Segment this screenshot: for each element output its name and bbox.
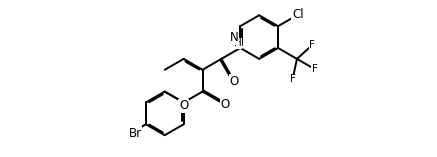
- Text: F: F: [290, 74, 295, 84]
- Text: Cl: Cl: [292, 8, 304, 21]
- Text: O: O: [179, 99, 188, 112]
- Text: O: O: [229, 75, 239, 88]
- Text: H: H: [234, 38, 241, 48]
- Text: N: N: [230, 31, 239, 44]
- Text: O: O: [220, 98, 229, 111]
- Text: Br: Br: [129, 127, 142, 140]
- Text: F: F: [309, 40, 315, 50]
- Text: F: F: [312, 64, 318, 74]
